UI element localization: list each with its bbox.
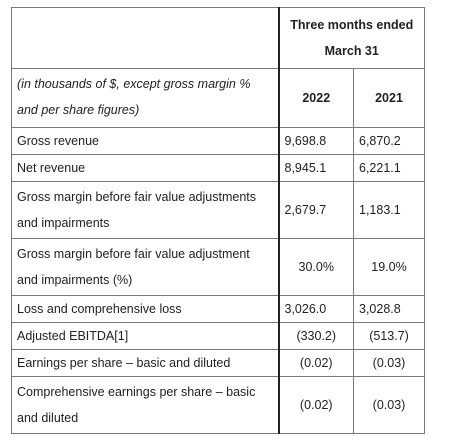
- period-line-2: March 31: [324, 44, 379, 58]
- value-2022: 2,679.7: [277, 181, 354, 239]
- table-row: Gross margin before fair value adjustmen…: [11, 238, 425, 296]
- year-2021-header: 2021: [353, 68, 425, 128]
- value-2021: (0.03): [353, 349, 425, 377]
- row-label: Gross margin before fair value adjustmen…: [11, 238, 279, 296]
- value-2022: (0.02): [277, 376, 354, 434]
- value-2021: 3,028.8: [353, 295, 425, 323]
- value-2021: 19.0%: [353, 238, 425, 296]
- value-2022: 9,698.8: [277, 127, 354, 155]
- value-2021: (513.7): [353, 322, 425, 350]
- value-2022: 8,945.1: [277, 154, 354, 182]
- row-label: Net revenue: [11, 154, 279, 182]
- units-note-line-1: (in thousands of $, except gross margin …: [17, 77, 251, 91]
- row-label-line-2: and diluted: [17, 411, 79, 425]
- table-row: Earnings per share – basic and diluted (…: [11, 349, 425, 377]
- header-empty-cell: [11, 7, 279, 69]
- period-line-1: Three months ended: [290, 18, 414, 32]
- units-note-line-2: and per share figures): [17, 103, 140, 117]
- table-row: Gross revenue 9,698.8 6,870.2: [11, 127, 425, 155]
- table-row: Adjusted EBITDA[1] (330.2) (513.7): [11, 322, 425, 350]
- year-2022-header: 2022: [277, 68, 354, 128]
- units-note: (in thousands of $, except gross margin …: [11, 68, 279, 128]
- row-label: Adjusted EBITDA[1]: [11, 322, 279, 350]
- value-2021: (0.03): [353, 376, 425, 434]
- row-label-line-2: and impairments: [17, 216, 110, 230]
- row-label-line-1: Gross margin before fair value adjustmen…: [17, 190, 256, 204]
- row-label-line-1: Comprehensive earnings per share – basic: [17, 385, 256, 399]
- value-2022: (330.2): [277, 322, 354, 350]
- financial-summary-table: Three months ended March 31 (in thousand…: [11, 7, 425, 434]
- row-label: Comprehensive earnings per share – basic…: [11, 376, 279, 434]
- row-label: Gross revenue: [11, 127, 279, 155]
- table-row: Gross margin before fair value adjustmen…: [11, 181, 425, 239]
- value-2022: 30.0%: [277, 238, 354, 296]
- row-label: Loss and comprehensive loss: [11, 295, 279, 323]
- table-row: Net revenue 8,945.1 6,221.1: [11, 154, 425, 182]
- value-2022: (0.02): [277, 349, 354, 377]
- period-header: Three months ended March 31: [277, 7, 425, 69]
- table-row: Comprehensive earnings per share – basic…: [11, 376, 425, 434]
- value-2022: 3,026.0: [277, 295, 354, 323]
- row-label: Gross margin before fair value adjustmen…: [11, 181, 279, 239]
- value-2021: 6,870.2: [353, 127, 425, 155]
- header-period-row: Three months ended March 31: [11, 7, 425, 69]
- header-year-row: (in thousands of $, except gross margin …: [11, 68, 425, 128]
- row-label-line-2: and impairments (%): [17, 273, 133, 287]
- row-label: Earnings per share – basic and diluted: [11, 349, 279, 377]
- value-2021: 1,183.1: [353, 181, 425, 239]
- row-label-line-1: Gross margin before fair value adjustmen…: [17, 247, 250, 261]
- value-2021: 6,221.1: [353, 154, 425, 182]
- table-row: Loss and comprehensive loss 3,026.0 3,02…: [11, 295, 425, 323]
